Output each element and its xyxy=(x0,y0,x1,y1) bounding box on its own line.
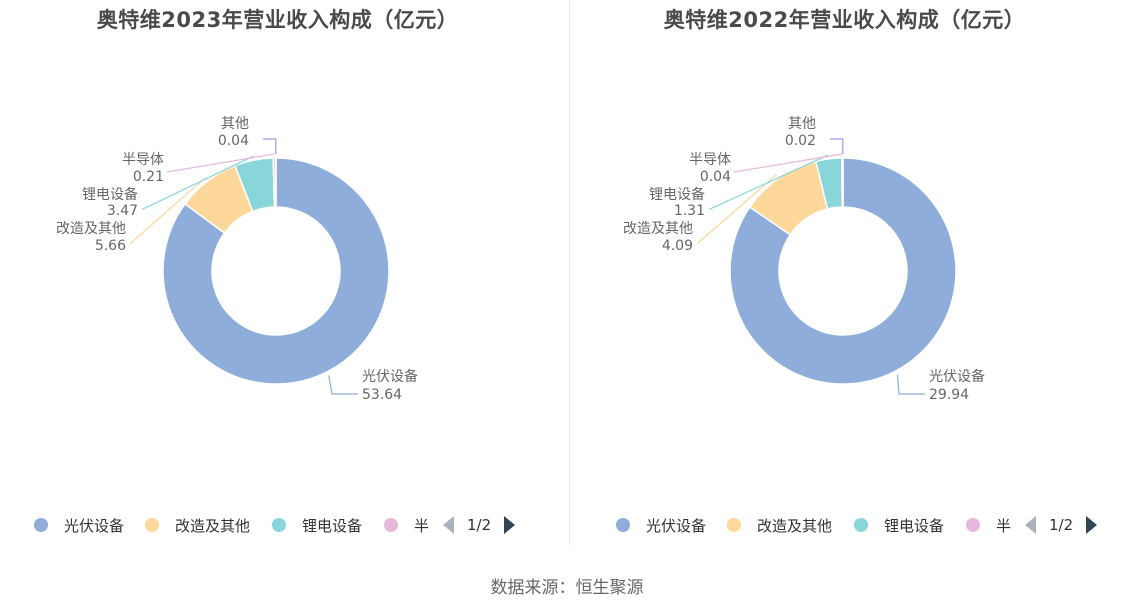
chart-title: 奥特维2023年营业收入构成（亿元） xyxy=(96,8,459,32)
slice-label-value: 53.64 xyxy=(362,387,402,403)
leader-line xyxy=(733,153,843,173)
slice-label-value: 1.31 xyxy=(674,203,705,219)
legend-item-semiconductor[interactable]: 半 xyxy=(384,512,429,538)
legend-dot-icon xyxy=(384,518,398,532)
slice-label-value: 5.66 xyxy=(95,238,126,254)
chart-panel-2023: 奥特维2023年营业收入构成（亿元） 光伏设备 53.64 改造及其他 5.66 锂电设… xyxy=(0,0,567,545)
chevron-left-icon[interactable] xyxy=(1025,516,1036,534)
legend-label: 锂电设备 xyxy=(884,516,945,535)
legend-item-semiconductor[interactable]: 半 xyxy=(966,512,1011,538)
leader-line xyxy=(896,374,925,395)
legend-label: 半 xyxy=(996,516,1012,535)
legend-dot-icon xyxy=(727,518,741,532)
chart-panel-2022: 奥特维2022年营业收入构成（亿元） 光伏设备 29.94 改造及其他 4.09 锂电设… xyxy=(567,0,1134,545)
slice-label-name: 半导体 xyxy=(689,152,731,168)
legend-page-indicator: 1/2 xyxy=(1049,516,1074,534)
legend-label: 锂电设备 xyxy=(302,516,363,535)
leader-line xyxy=(130,177,206,244)
slice-label-value: 29.94 xyxy=(929,387,969,403)
slice-label-name: 改造及其他 xyxy=(623,221,693,237)
slice-label-name: 其他 xyxy=(221,116,249,132)
slice-label-name: 锂电设备 xyxy=(82,186,138,203)
chevron-left-icon[interactable] xyxy=(443,516,454,534)
leader-line xyxy=(142,155,254,210)
slice-label-name: 改造及其他 xyxy=(56,221,126,237)
legend-item-retrofit[interactable]: 改造及其他 xyxy=(727,512,832,538)
slice-label-name: 半导体 xyxy=(122,152,164,168)
slice-label-name: 光伏设备 xyxy=(362,368,418,385)
slice-label-value: 0.21 xyxy=(133,169,164,185)
legend-pager: 1/2 xyxy=(1025,512,1098,538)
legend-label: 半 xyxy=(414,516,430,535)
legend-label: 光伏设备 xyxy=(646,516,707,535)
slice-label-value: 0.02 xyxy=(785,133,816,149)
leader-line xyxy=(263,138,277,155)
legend-label: 改造及其他 xyxy=(757,516,833,535)
legend-item-retrofit[interactable]: 改造及其他 xyxy=(145,512,250,538)
legend-item-lithium[interactable]: 锂电设备 xyxy=(854,512,944,538)
slice-label-value: 3.47 xyxy=(107,203,138,219)
legend-item-pv[interactable]: 光伏设备 xyxy=(616,512,706,538)
chevron-right-icon[interactable] xyxy=(504,516,516,534)
legend-item-lithium[interactable]: 锂电设备 xyxy=(272,512,362,538)
legend-dot-icon xyxy=(272,518,286,532)
leader-line xyxy=(697,174,777,244)
leader-line xyxy=(709,154,829,210)
slice-label-name: 光伏设备 xyxy=(929,368,985,385)
legend-label: 改造及其他 xyxy=(175,516,251,535)
legend-pager: 1/2 xyxy=(443,512,516,538)
leader-line xyxy=(166,153,275,173)
slice-label-name: 锂电设备 xyxy=(649,186,705,203)
legend-dot-icon xyxy=(854,518,868,532)
legend-dot-icon xyxy=(145,518,159,532)
slice-label-value: 0.04 xyxy=(700,169,731,185)
leader-line xyxy=(830,138,844,155)
legend-page-indicator: 1/2 xyxy=(467,516,492,534)
pie-slice[interactable] xyxy=(162,157,390,385)
legend-dot-icon xyxy=(966,518,980,532)
slice-label-name: 其他 xyxy=(788,116,816,132)
chart-title: 奥特维2022年营业收入构成（亿元） xyxy=(663,8,1026,32)
legend: 光伏设备 改造及其他 锂电设备 半 1/2 xyxy=(0,512,567,538)
slice-label-value: 4.09 xyxy=(662,238,693,254)
chevron-right-icon[interactable] xyxy=(1086,516,1098,534)
panel-divider xyxy=(569,0,570,545)
data-source: 数据来源：恒生聚源 xyxy=(490,578,644,598)
leader-line xyxy=(328,375,358,395)
legend: 光伏设备 改造及其他 锂电设备 半 1/2 xyxy=(567,512,1134,538)
legend-label: 光伏设备 xyxy=(64,516,125,535)
pie-slice[interactable] xyxy=(729,157,957,385)
legend-item-pv[interactable]: 光伏设备 xyxy=(34,512,124,538)
legend-dot-icon xyxy=(616,518,630,532)
slice-label-value: 0.04 xyxy=(218,133,249,149)
legend-dot-icon xyxy=(34,518,48,532)
